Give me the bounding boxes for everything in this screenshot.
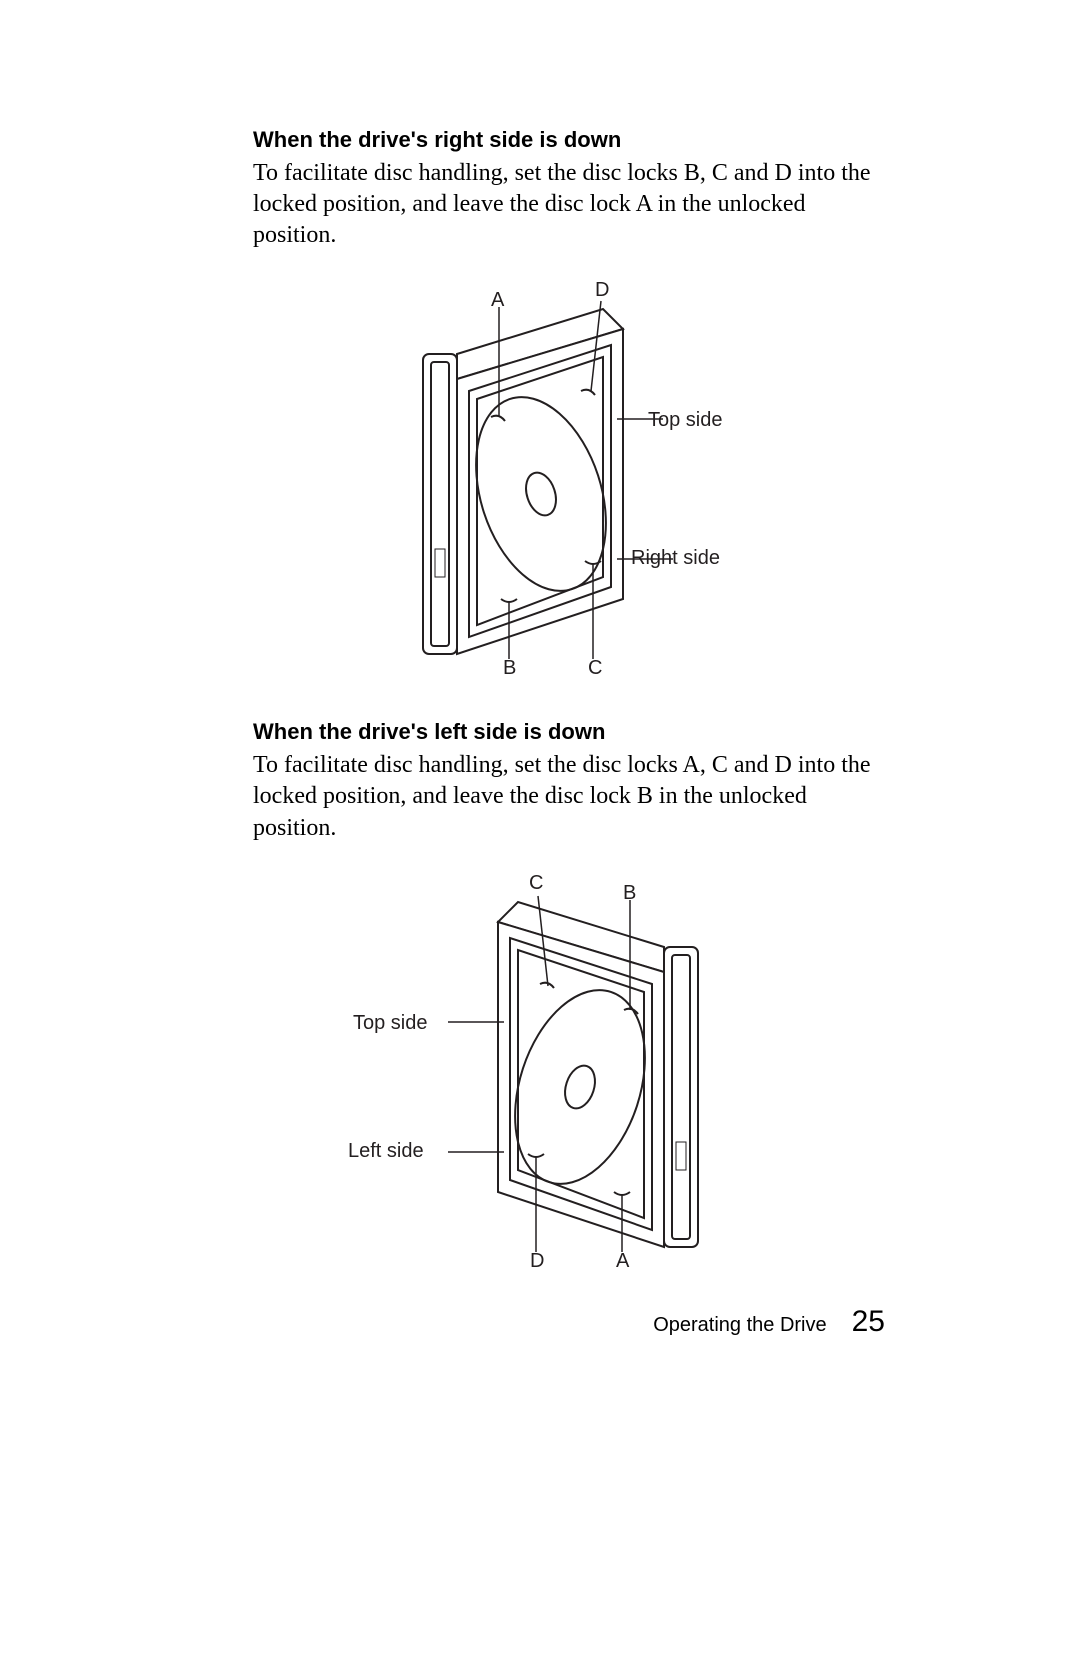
page-content: When the drive's right side is down To f… <box>253 125 893 1310</box>
fig1-label-D: D <box>595 279 609 302</box>
section1-body: To facilitate disc handling, set the dis… <box>253 158 893 252</box>
fig1-label-B: B <box>503 657 516 680</box>
page-footer: Operating the Drive 25 <box>653 1305 885 1339</box>
fig1-label-A: A <box>491 289 504 312</box>
page-number: 25 <box>852 1305 885 1339</box>
footer-text: Operating the Drive <box>653 1314 826 1337</box>
section2-heading: When the drive's left side is down <box>253 717 893 748</box>
section2-body: To facilitate disc handling, set the dis… <box>253 750 893 844</box>
fig2-label-C: C <box>529 872 543 895</box>
drive-diagram-right <box>413 299 673 669</box>
drive-diagram-left <box>448 892 708 1262</box>
fig1-label-right: Right side <box>631 547 720 570</box>
figure-left-side-down: C B Top side Left side D A <box>253 872 893 1282</box>
fig2-label-B: B <box>623 882 636 905</box>
section1-heading: When the drive's right side is down <box>253 125 893 156</box>
fig2-label-top: Top side <box>353 1012 428 1035</box>
fig1-label-C: C <box>588 657 602 680</box>
fig2-label-D: D <box>530 1250 544 1273</box>
figure-right-side-down: A D Top side Right side B C <box>253 279 893 689</box>
fig1-label-top: Top side <box>648 409 723 432</box>
fig2-label-left: Left side <box>348 1140 424 1163</box>
fig2-label-A: A <box>616 1250 629 1273</box>
